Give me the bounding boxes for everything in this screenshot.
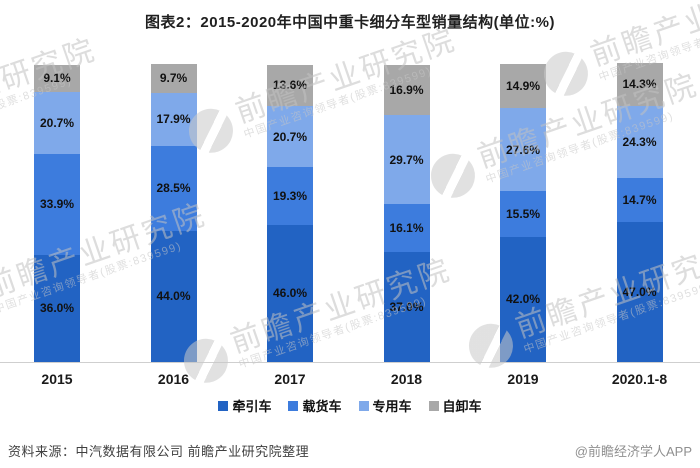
segment-2018-series3: 16.9% <box>383 64 430 116</box>
segment-value-label: 33.9% <box>39 197 75 212</box>
legend-swatch-icon <box>428 400 439 411</box>
segment-value-label: 14.9% <box>505 79 541 94</box>
legend-label: 自卸车 <box>442 399 482 414</box>
bar-2016: 44.0% 28.5% 17.9% 9.7% <box>150 63 197 362</box>
legend-label: 牵引车 <box>232 399 272 414</box>
x-axis-line <box>0 362 700 363</box>
x-axis-label-2019: 2019 <box>507 371 539 387</box>
segment-2020.1-8-series2: 24.3% <box>616 105 663 179</box>
legend-item-3: 自卸车 <box>428 396 482 415</box>
segment-2019-series2: 27.6% <box>500 108 546 191</box>
segment-2018-series0: 37.0% <box>383 251 430 362</box>
x-axis-label-2020.1-8: 2020.1-8 <box>611 371 668 387</box>
segment-value-label: 9.1% <box>43 71 71 86</box>
segment-2019-series0: 42.0% <box>500 236 546 362</box>
bar-2020.1-8: 47.0% 14.7% 24.3% 14.3% <box>616 63 663 362</box>
legend-item-0: 牵引车 <box>218 396 271 415</box>
legend-label: 专用车 <box>372 399 412 414</box>
legend-item-1: 载货车 <box>288 396 342 415</box>
segment-2015-series0: 36.0% <box>34 254 80 362</box>
bar-2017: 46.0% 19.3% 20.7% 13.6% <box>267 65 313 362</box>
x-axis-label-2015: 2015 <box>41 371 73 387</box>
x-axis-label-2018: 2018 <box>390 371 423 387</box>
bar-2019: 42.0% 15.5% 27.6% 14.9% <box>500 64 546 362</box>
segment-value-label: 42.0% <box>505 292 541 307</box>
credit-text: @前瞻经济学人APP <box>574 444 692 459</box>
bar-2015: 36.0% 33.9% 20.7% 9.1% <box>34 64 80 362</box>
segment-2015-series1: 33.9% <box>34 153 80 255</box>
segment-2015-series3: 9.1% <box>34 64 80 93</box>
segment-2018-series1: 16.1% <box>383 203 430 252</box>
segment-2019-series1: 15.5% <box>500 190 546 237</box>
segment-value-label: 20.7% <box>39 115 75 130</box>
segment-2016-series1: 28.5% <box>150 145 197 231</box>
segment-value-label: 14.3% <box>622 77 657 92</box>
segment-2017-series3: 13.6% <box>267 65 313 106</box>
segment-value-label: 47.0% <box>622 284 657 299</box>
legend-label: 载货车 <box>302 399 342 414</box>
segment-2016-series2: 17.9% <box>150 92 197 146</box>
legend-swatch-icon <box>218 400 229 411</box>
segment-value-label: 9.7% <box>159 71 188 86</box>
segment-2016-series0: 44.0% <box>150 230 197 362</box>
segment-2019-series3: 14.9% <box>500 64 546 109</box>
segment-value-label: 29.7% <box>389 152 424 167</box>
segment-value-label: 28.5% <box>156 181 191 196</box>
segment-2016-series3: 9.7% <box>150 63 197 93</box>
segment-2020.1-8-series3: 14.3% <box>616 63 663 106</box>
segment-value-label: 46.0% <box>272 286 308 301</box>
segment-2017-series2: 20.7% <box>267 105 313 168</box>
segment-value-label: 16.9% <box>389 83 424 98</box>
segment-value-label: 36.0% <box>39 301 75 316</box>
plot-area: 36.0% 33.9% 20.7% 9.1% 44.0% 28.5% 17.9% 9.7% 46… <box>0 63 700 362</box>
segment-value-label: 13.6% <box>272 78 308 93</box>
segment-2015-series2: 20.7% <box>34 92 80 154</box>
source-text: 资料来源：中汽数据有限公司 前瞻产业研究院整理 <box>8 444 310 459</box>
segment-2018-series2: 29.7% <box>383 115 430 204</box>
segment-2020.1-8-series1: 14.7% <box>616 178 663 222</box>
segment-value-label: 14.7% <box>622 193 657 208</box>
legend-swatch-icon <box>358 400 369 411</box>
segment-value-label: 16.1% <box>389 220 424 235</box>
bar-2018: 37.0% 16.1% 29.7% 16.9% <box>383 64 430 362</box>
x-axis-label-2016: 2016 <box>157 371 190 387</box>
segment-value-label: 19.3% <box>272 189 308 204</box>
segment-value-label: 27.6% <box>505 142 541 157</box>
segment-value-label: 20.7% <box>272 129 308 144</box>
segment-2020.1-8-series0: 47.0% <box>616 221 663 362</box>
segment-2017-series1: 19.3% <box>267 167 313 225</box>
legend-item-2: 专用车 <box>358 396 412 415</box>
x-axis-labels: 2015 2016 2017 2018 2019 2020.1-8 <box>0 371 700 389</box>
segment-value-label: 44.0% <box>156 289 191 304</box>
legend-swatch-icon <box>288 400 299 411</box>
segment-value-label: 15.5% <box>505 206 541 221</box>
chart-title: 图表2：2015-2020年中国中重卡细分车型销量结构(单位:%) <box>145 14 555 31</box>
segment-2017-series0: 46.0% <box>267 224 313 362</box>
legend: 牵引车 载货车 专用车 自卸车 <box>0 396 700 415</box>
segment-value-label: 17.9% <box>156 112 191 127</box>
x-axis-label-2017: 2017 <box>274 371 306 387</box>
segment-value-label: 24.3% <box>622 134 657 149</box>
segment-value-label: 37.0% <box>389 299 424 314</box>
